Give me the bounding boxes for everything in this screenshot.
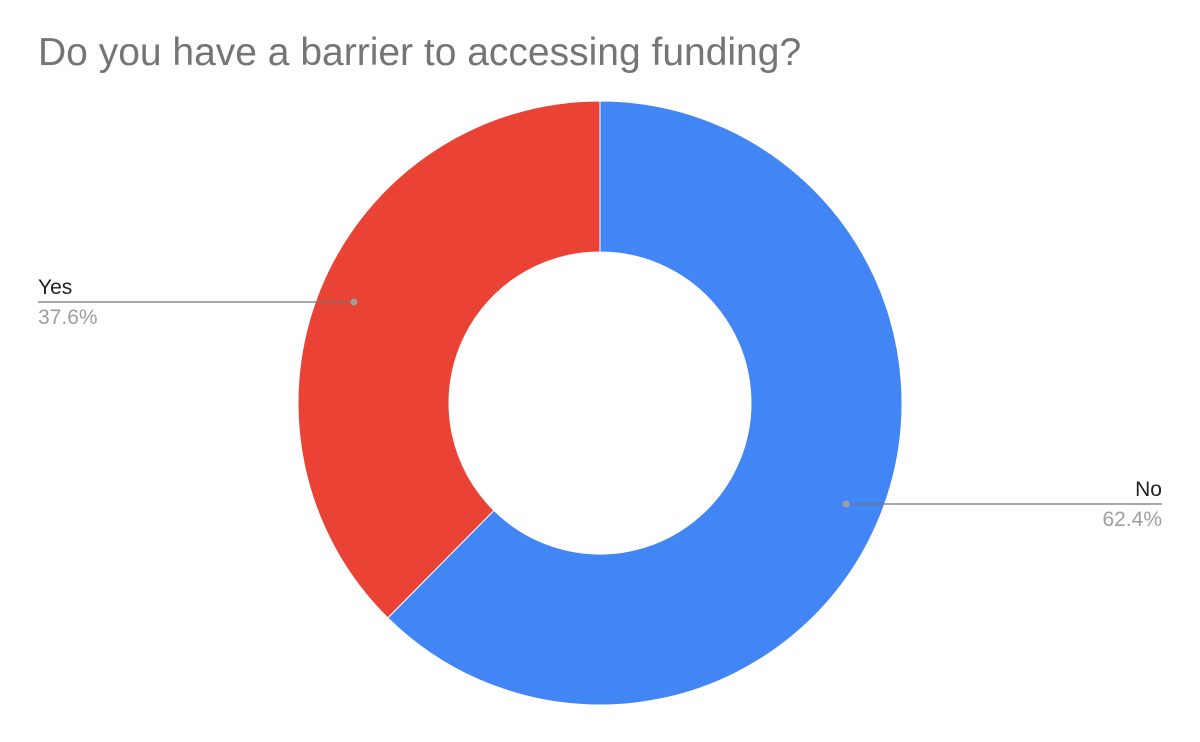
chart-title: Do you have a barrier to accessing fundi… [38, 31, 802, 74]
slice-label-yes: Yes [38, 276, 72, 299]
slice-no [387, 100, 903, 706]
slice-label-no: No [1135, 478, 1162, 501]
slice-value-yes: 37.6% [38, 306, 98, 329]
slice-value-no: 62.4% [1102, 508, 1162, 531]
donut-slices [297, 100, 903, 706]
slice-yes [297, 100, 601, 619]
callout-dot-no [842, 500, 850, 508]
slice-callouts: No 62.4% Yes 37.6% [38, 276, 1162, 531]
callout-dot-yes [350, 298, 358, 306]
